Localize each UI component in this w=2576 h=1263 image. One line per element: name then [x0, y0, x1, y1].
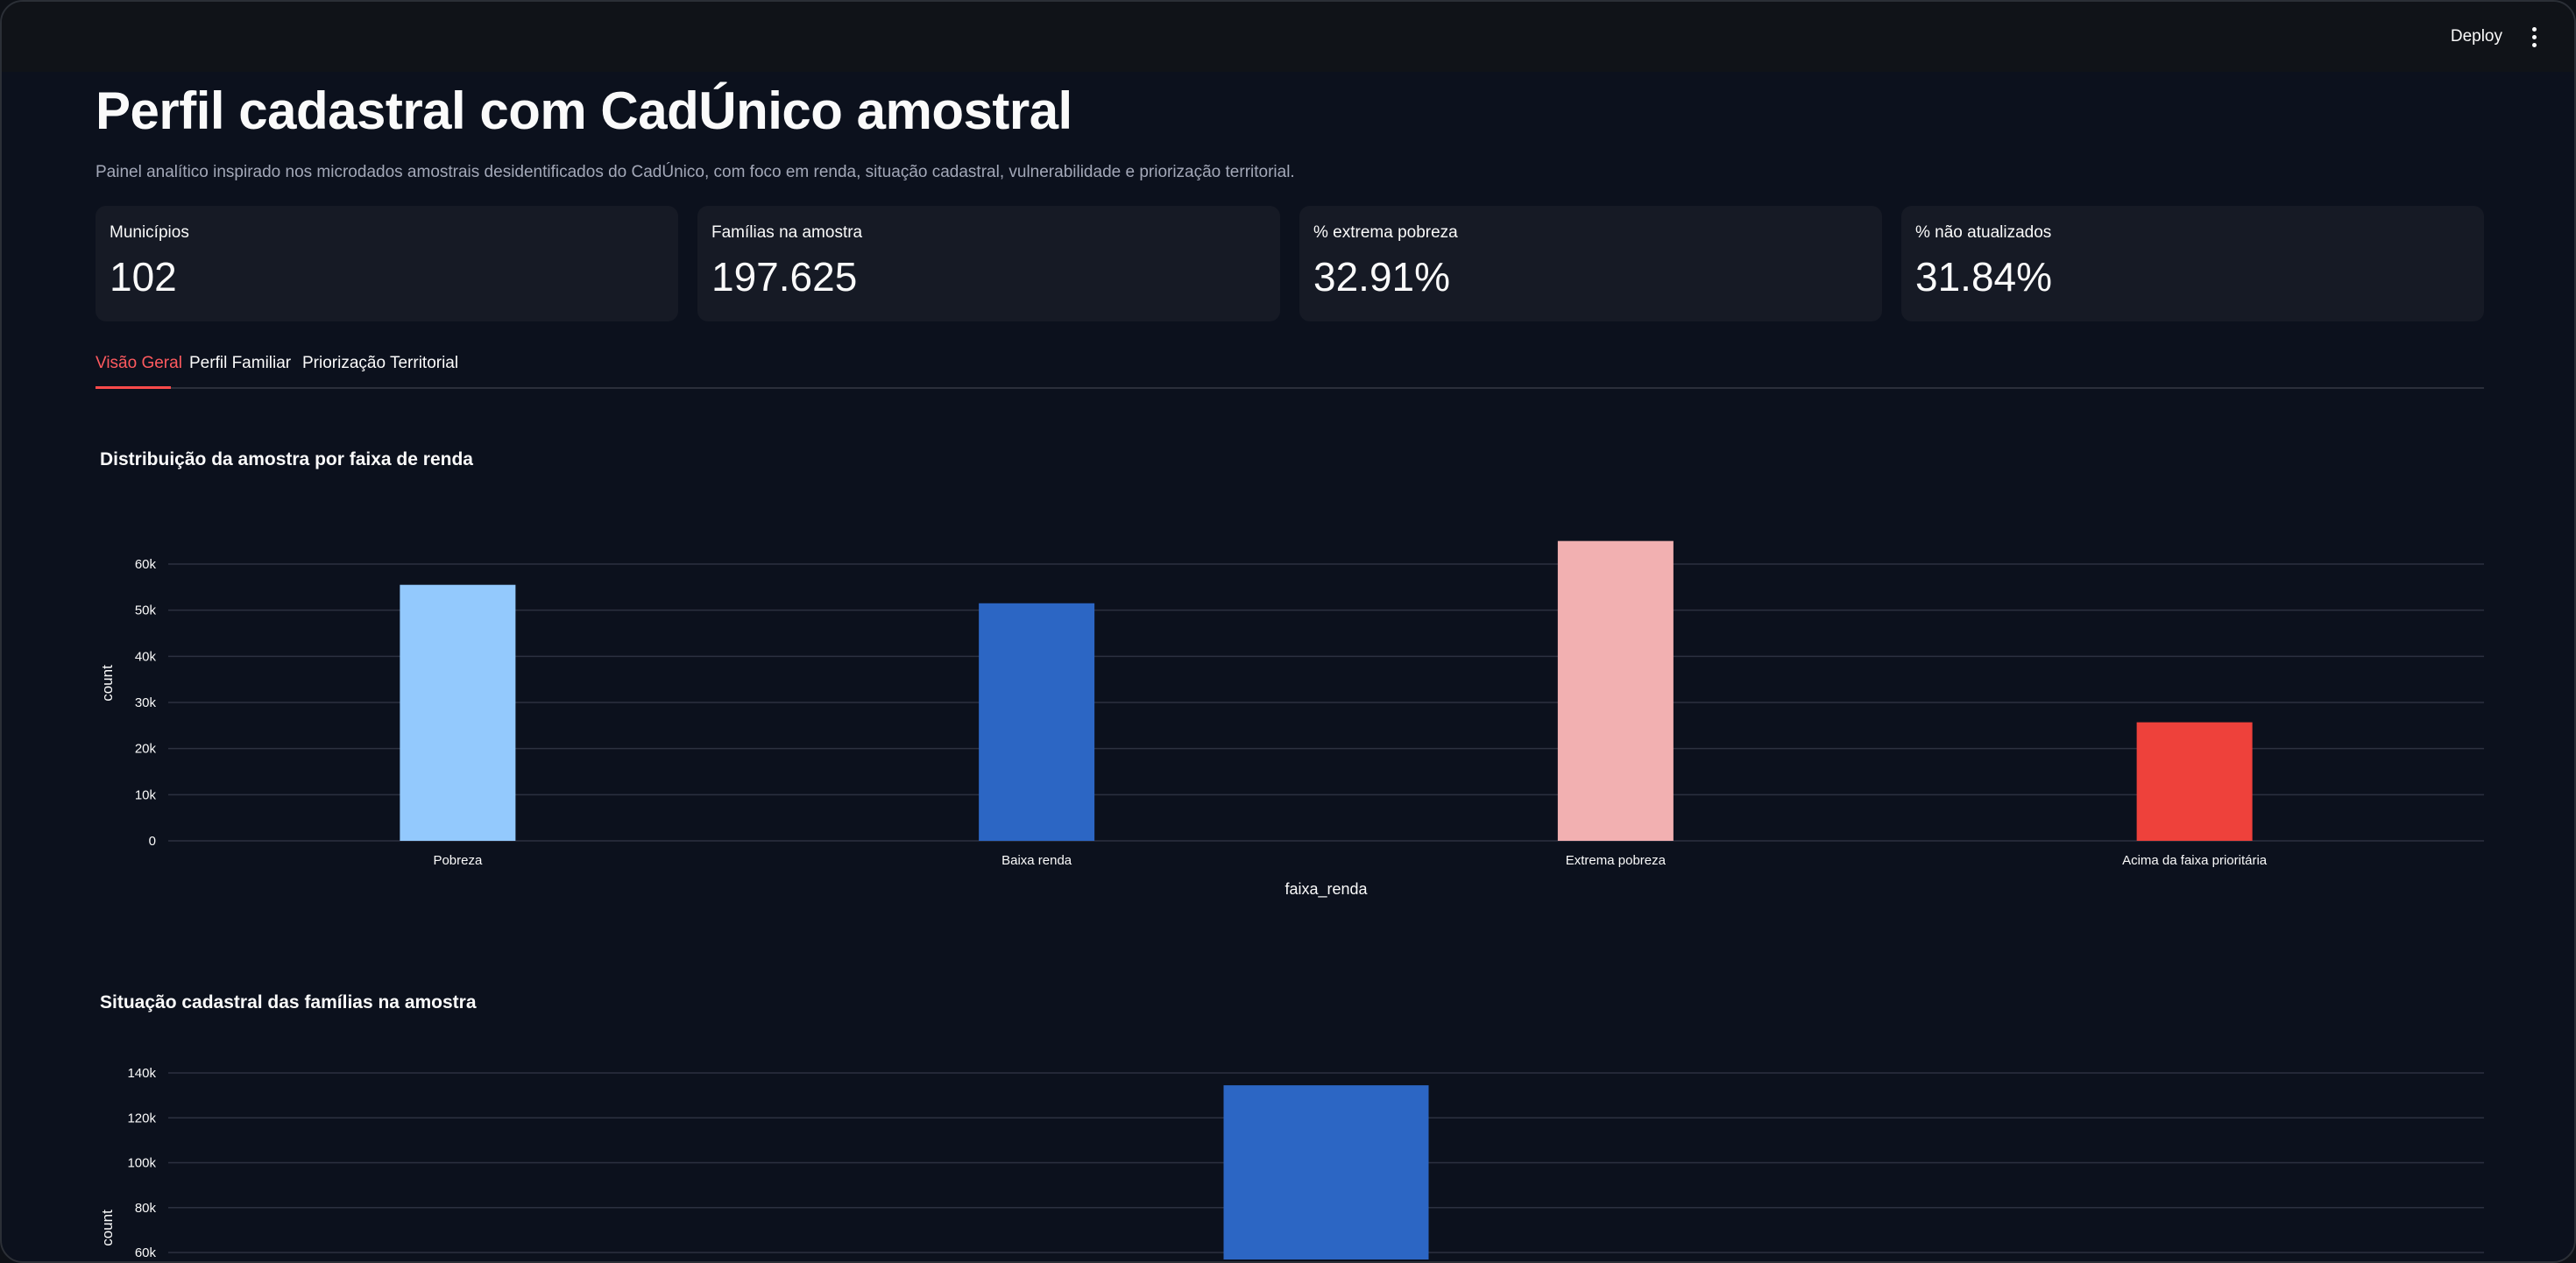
- metric-card-nao-atualizados: % não atualizados 31.84%: [1901, 206, 2484, 321]
- tab-priorizacao-territorial[interactable]: Priorização Territorial: [302, 354, 459, 372]
- metric-card-municipios: Municípios 102: [96, 206, 678, 321]
- y-tick-label: 140k: [127, 1066, 156, 1081]
- metrics-row: Municípios 102 Famílias na amostra 197.6…: [96, 206, 2484, 321]
- metric-label: % não atualizados: [1915, 223, 2052, 242]
- y-tick-label: 0: [149, 834, 156, 849]
- x-axis-label: faixa_renda: [1284, 880, 1368, 899]
- metric-label: Famílias na amostra: [711, 223, 863, 242]
- x-tick-label: Acima da faixa prioritária: [2122, 853, 2268, 868]
- chart-title-situacao-cadastral: Situação cadastral das famílias na amost…: [100, 992, 477, 1013]
- chart-title-faixa-renda: Distribuição da amostra por faixa de ren…: [100, 449, 473, 469]
- bar-acima-da-faixa-prioritária: [2136, 722, 2253, 841]
- y-tick-label: 60k: [135, 1245, 157, 1260]
- metric-value: 102: [110, 254, 177, 300]
- kebab-menu-icon[interactable]: [2525, 25, 2543, 49]
- metric-label: Municípios: [110, 223, 189, 242]
- y-axis-label: count: [99, 1210, 116, 1246]
- metric-card-familias: Famílias na amostra 197.625: [697, 206, 1280, 321]
- y-tick-label: 10k: [135, 787, 157, 802]
- y-tick-label: 20k: [135, 742, 157, 757]
- bar-baixa-renda: [979, 603, 1095, 841]
- y-tick-label: 60k: [135, 557, 157, 572]
- bar-extrema-pobreza: [1557, 540, 1674, 841]
- deploy-button[interactable]: Deploy: [2450, 27, 2502, 46]
- y-tick-label: 40k: [135, 649, 157, 664]
- metric-value: 31.84%: [1915, 254, 2053, 300]
- y-tick-label: 120k: [127, 1111, 156, 1125]
- y-tick-label: 30k: [135, 695, 157, 710]
- tab-visao-geral[interactable]: Visão Geral: [96, 354, 182, 372]
- active-tab-indicator: [96, 386, 171, 389]
- top-toolbar: Deploy: [2, 2, 2574, 72]
- x-tick-label: Extrema pobreza: [1566, 853, 1667, 868]
- metric-card-extrema-pobreza: % extrema pobreza 32.91%: [1299, 206, 1882, 321]
- x-tick-label: Pobreza: [433, 853, 483, 868]
- y-axis-label: count: [99, 665, 116, 702]
- x-tick-label: Baixa renda: [1001, 853, 1072, 868]
- tab-bar: Visão Geral Perfil Familiar Priorização …: [96, 349, 2484, 389]
- y-tick-label: 80k: [135, 1201, 157, 1216]
- page-subtitle: Painel analítico inspirado nos microdado…: [96, 163, 1295, 181]
- metric-label: % extrema pobreza: [1313, 223, 1458, 242]
- tab-perfil-familiar[interactable]: Perfil Familiar: [189, 354, 292, 372]
- metric-value: 197.625: [711, 254, 858, 300]
- metric-value: 32.91%: [1313, 254, 1451, 300]
- y-tick-label: 100k: [127, 1156, 156, 1171]
- page-title: Perfil cadastral com CadÚnico amostral: [96, 81, 1072, 140]
- y-tick-label: 50k: [135, 603, 157, 618]
- bar-series-1: [1223, 1085, 1429, 1259]
- bar-pobreza: [400, 584, 516, 841]
